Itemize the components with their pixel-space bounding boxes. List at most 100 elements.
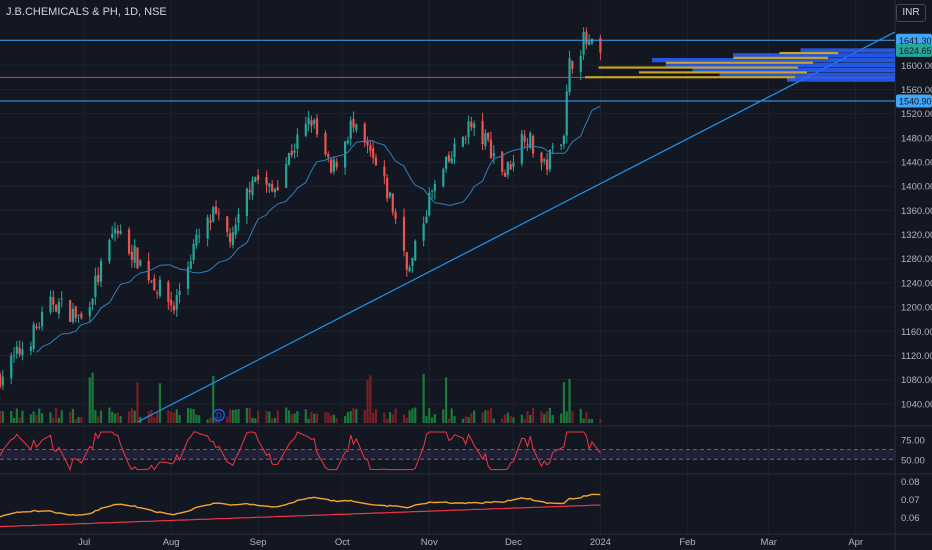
price-tick-label: 1200.00 xyxy=(901,303,932,314)
oscillator-band xyxy=(0,449,895,460)
candle-body xyxy=(172,305,176,311)
volume-bar xyxy=(116,412,119,423)
candle-body xyxy=(540,152,543,163)
candle xyxy=(307,110,310,132)
candle-body xyxy=(60,298,63,300)
candle-body xyxy=(543,159,546,162)
candle xyxy=(355,123,358,133)
candle-body xyxy=(15,346,18,354)
candle-body xyxy=(523,135,526,142)
volume-bar xyxy=(69,411,72,423)
volume-profile-row xyxy=(779,51,839,55)
candle xyxy=(568,50,571,96)
candle-body xyxy=(189,261,192,269)
candle xyxy=(335,158,338,171)
volume-bar xyxy=(147,411,150,423)
candle-body xyxy=(127,229,131,254)
candle-body xyxy=(562,135,566,145)
candle-body xyxy=(346,140,349,144)
candle-body xyxy=(217,213,220,215)
volume-bar xyxy=(453,416,456,423)
volume-bar xyxy=(245,407,248,423)
volume-bar xyxy=(119,415,122,423)
volume-bar xyxy=(113,413,117,423)
candle-body xyxy=(590,38,594,44)
volume-profile-row xyxy=(719,72,895,77)
candle xyxy=(1,370,4,391)
volume-bar xyxy=(585,411,588,423)
candle-body xyxy=(313,119,316,125)
event-marker xyxy=(212,408,225,422)
candle-body xyxy=(442,169,445,187)
candle xyxy=(546,152,549,176)
volume-bar xyxy=(543,414,546,423)
candle xyxy=(15,341,18,359)
candle-body xyxy=(57,301,61,314)
candle xyxy=(386,174,389,203)
candle-body xyxy=(209,220,212,223)
candle-body xyxy=(251,180,254,196)
candle-body xyxy=(408,267,411,272)
volume-bar xyxy=(590,418,594,423)
candle xyxy=(391,193,394,216)
volume-bar xyxy=(428,408,431,423)
volume-bar xyxy=(450,408,453,423)
candle-body xyxy=(531,135,535,154)
candle xyxy=(214,200,218,215)
volume-bar xyxy=(506,412,509,423)
volume-bar xyxy=(391,414,394,423)
candle-body xyxy=(167,282,170,302)
candle xyxy=(108,238,111,264)
candle-body xyxy=(512,162,515,167)
price-label-box xyxy=(896,43,932,57)
time-tick-label: 2024 xyxy=(590,537,611,548)
candle xyxy=(313,118,316,129)
trendline xyxy=(137,31,896,423)
candle xyxy=(599,34,602,60)
time-tick-label: Dec xyxy=(505,537,522,548)
volume-bar xyxy=(588,418,591,423)
candle-body xyxy=(470,121,473,128)
volume-bar xyxy=(198,415,201,423)
candle xyxy=(543,157,546,165)
candle-body xyxy=(113,228,117,234)
price-tick-label: 1080.00 xyxy=(901,375,932,386)
candle-body xyxy=(391,193,394,213)
volume-profile-row xyxy=(787,77,895,82)
volume-bar xyxy=(324,412,327,423)
candle xyxy=(189,254,192,270)
candle xyxy=(156,290,159,299)
volume-bar xyxy=(153,416,156,423)
candle-body xyxy=(402,216,406,251)
candle xyxy=(565,84,568,143)
candle xyxy=(40,306,44,331)
candle xyxy=(405,251,408,277)
candle xyxy=(529,131,532,150)
candle xyxy=(265,170,268,193)
ratio-tick-label: 0.06 xyxy=(901,513,920,524)
candle xyxy=(32,321,35,353)
volume-bar xyxy=(293,413,296,423)
time-tick-label: Apr xyxy=(848,537,863,548)
candle xyxy=(450,151,453,164)
candle xyxy=(447,151,451,163)
candle xyxy=(290,143,293,158)
volume-bar xyxy=(571,411,574,423)
volume-bar xyxy=(487,410,490,423)
candle xyxy=(192,239,195,264)
candle-body xyxy=(178,291,181,296)
candle xyxy=(287,152,291,166)
currency-button[interactable]: INR xyxy=(896,4,926,22)
candle-body xyxy=(18,347,21,355)
candle xyxy=(349,116,352,147)
candle xyxy=(153,274,156,292)
volume-bar xyxy=(0,410,2,423)
volume-bar xyxy=(526,411,529,423)
candle-body xyxy=(265,177,268,185)
candle-body xyxy=(170,299,173,305)
candle xyxy=(562,134,566,149)
candle-body xyxy=(116,230,119,234)
candle-body xyxy=(487,132,490,140)
oscillator-line xyxy=(0,431,601,472)
